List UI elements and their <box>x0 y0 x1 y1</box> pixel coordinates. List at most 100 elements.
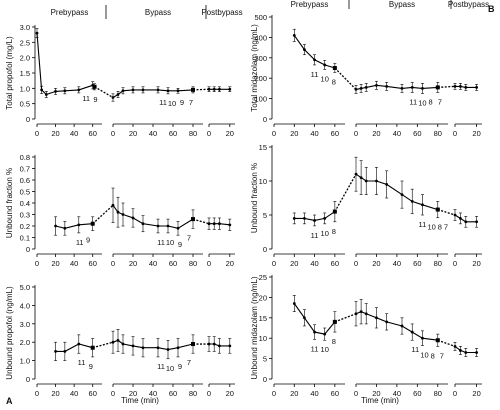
data-point <box>176 226 180 230</box>
x-tick-label: 20 <box>290 389 298 398</box>
sample-size-label: 7 <box>444 223 448 232</box>
x-tick-label: 0 <box>272 259 276 268</box>
x-tick-label: 40 <box>393 389 401 398</box>
x-tick-label: 60 <box>89 259 97 268</box>
data-point <box>459 84 462 88</box>
x-tick-label: 80 <box>189 129 197 138</box>
x-tick-label: 60 <box>331 129 339 138</box>
data-point <box>166 348 170 351</box>
data-point <box>375 83 378 87</box>
data-point <box>77 223 81 227</box>
x-tick-label: 20 <box>290 259 298 268</box>
data-point <box>207 87 211 91</box>
data-point <box>421 87 424 90</box>
x-tick-label: 0 <box>207 259 211 268</box>
data-point <box>464 220 468 224</box>
phase-connector <box>192 218 210 225</box>
x-tick-label: 0 <box>453 129 457 138</box>
data-point <box>313 330 316 334</box>
data-point <box>54 90 57 93</box>
data-point <box>400 324 404 328</box>
y-tick-label: 15 <box>259 143 267 152</box>
data-point <box>63 226 67 230</box>
data-point <box>166 89 170 93</box>
x-tick-label: 40 <box>310 129 318 138</box>
x-axis-label: Time (min) <box>121 396 159 405</box>
series-line <box>55 343 93 352</box>
data-point <box>475 220 478 224</box>
data-point <box>323 332 327 336</box>
data-point <box>156 88 160 92</box>
x-tick-label: 0 <box>272 129 276 138</box>
data-point <box>121 213 125 216</box>
phase-connector <box>192 88 210 91</box>
x-tick-label: 60 <box>169 129 177 138</box>
y-tick-label: 0.7 <box>20 165 30 174</box>
data-point <box>459 349 462 352</box>
x-tick-label: 80 <box>189 259 197 268</box>
phase-end-marker <box>435 207 440 212</box>
x-tick-label: 40 <box>310 259 318 268</box>
x-tick-label: 20 <box>290 129 298 138</box>
phase-label: Postbypass <box>201 8 242 17</box>
sample-size-label: 11 <box>157 362 165 371</box>
data-point <box>303 217 306 220</box>
series-line <box>355 311 438 341</box>
data-point <box>218 344 221 348</box>
sample-size-label: 11 <box>311 344 319 353</box>
data-point <box>131 344 135 348</box>
data-point <box>375 179 378 183</box>
data-point <box>141 222 145 226</box>
x-tick-label: 40 <box>393 259 401 268</box>
x-tick-label: 40 <box>70 389 78 398</box>
x-tick-label: 40 <box>393 129 401 138</box>
data-point <box>77 342 81 346</box>
data-point <box>313 58 316 62</box>
sample-size-label: 7 <box>440 351 444 360</box>
y-tick-label: 1.0 <box>20 357 30 366</box>
x-tick-label: 40 <box>70 259 78 268</box>
x-tick-label: 60 <box>413 129 421 138</box>
x-tick-label: 20 <box>129 259 137 268</box>
x-tick-label: 20 <box>226 389 234 398</box>
y-tick-label: 10 <box>259 334 267 343</box>
data-point <box>44 93 48 96</box>
sample-size-label: 8 <box>438 223 442 232</box>
sample-size-label: 10 <box>427 223 435 232</box>
x-tick-label: 20 <box>129 389 137 398</box>
sample-size-label: 9 <box>178 240 182 249</box>
y-tick-label: 0.4 <box>20 199 30 208</box>
data-point <box>40 88 44 92</box>
x-tick-label: 80 <box>434 129 442 138</box>
sample-size-label: 10 <box>321 345 329 354</box>
data-point <box>156 346 160 350</box>
y-tick-label: 0 <box>263 115 267 124</box>
x-tick-label: 20 <box>472 129 480 138</box>
series-line <box>112 339 194 351</box>
phase-connector <box>334 67 357 90</box>
sample-size-label: 10 <box>321 74 329 83</box>
data-point <box>375 316 378 320</box>
x-tick-label: 0 <box>453 259 457 268</box>
data-point <box>385 183 389 186</box>
series-line <box>112 89 194 98</box>
phase-label: Bypass <box>145 8 171 17</box>
data-point <box>218 222 221 226</box>
data-point <box>218 87 221 91</box>
y-tick-label: 300 <box>254 54 267 63</box>
panel-label-b: B <box>488 4 495 14</box>
y-tick-label: 0.5 <box>20 100 30 109</box>
data-point <box>385 320 389 324</box>
y-tick-label: 5 <box>263 211 267 220</box>
x-tick-label: 60 <box>89 389 97 398</box>
sample-size-label: 8 <box>332 77 336 86</box>
x-tick-label: 40 <box>149 389 157 398</box>
y-tick-label: 25 <box>259 273 267 282</box>
data-point <box>410 330 414 334</box>
data-point <box>323 63 327 67</box>
x-tick-label: 60 <box>169 389 177 398</box>
panel-label-a: A <box>6 396 13 406</box>
sample-size-label: 8 <box>332 227 336 236</box>
data-point <box>228 87 232 91</box>
y-tick-label: 3.0 <box>20 320 30 329</box>
